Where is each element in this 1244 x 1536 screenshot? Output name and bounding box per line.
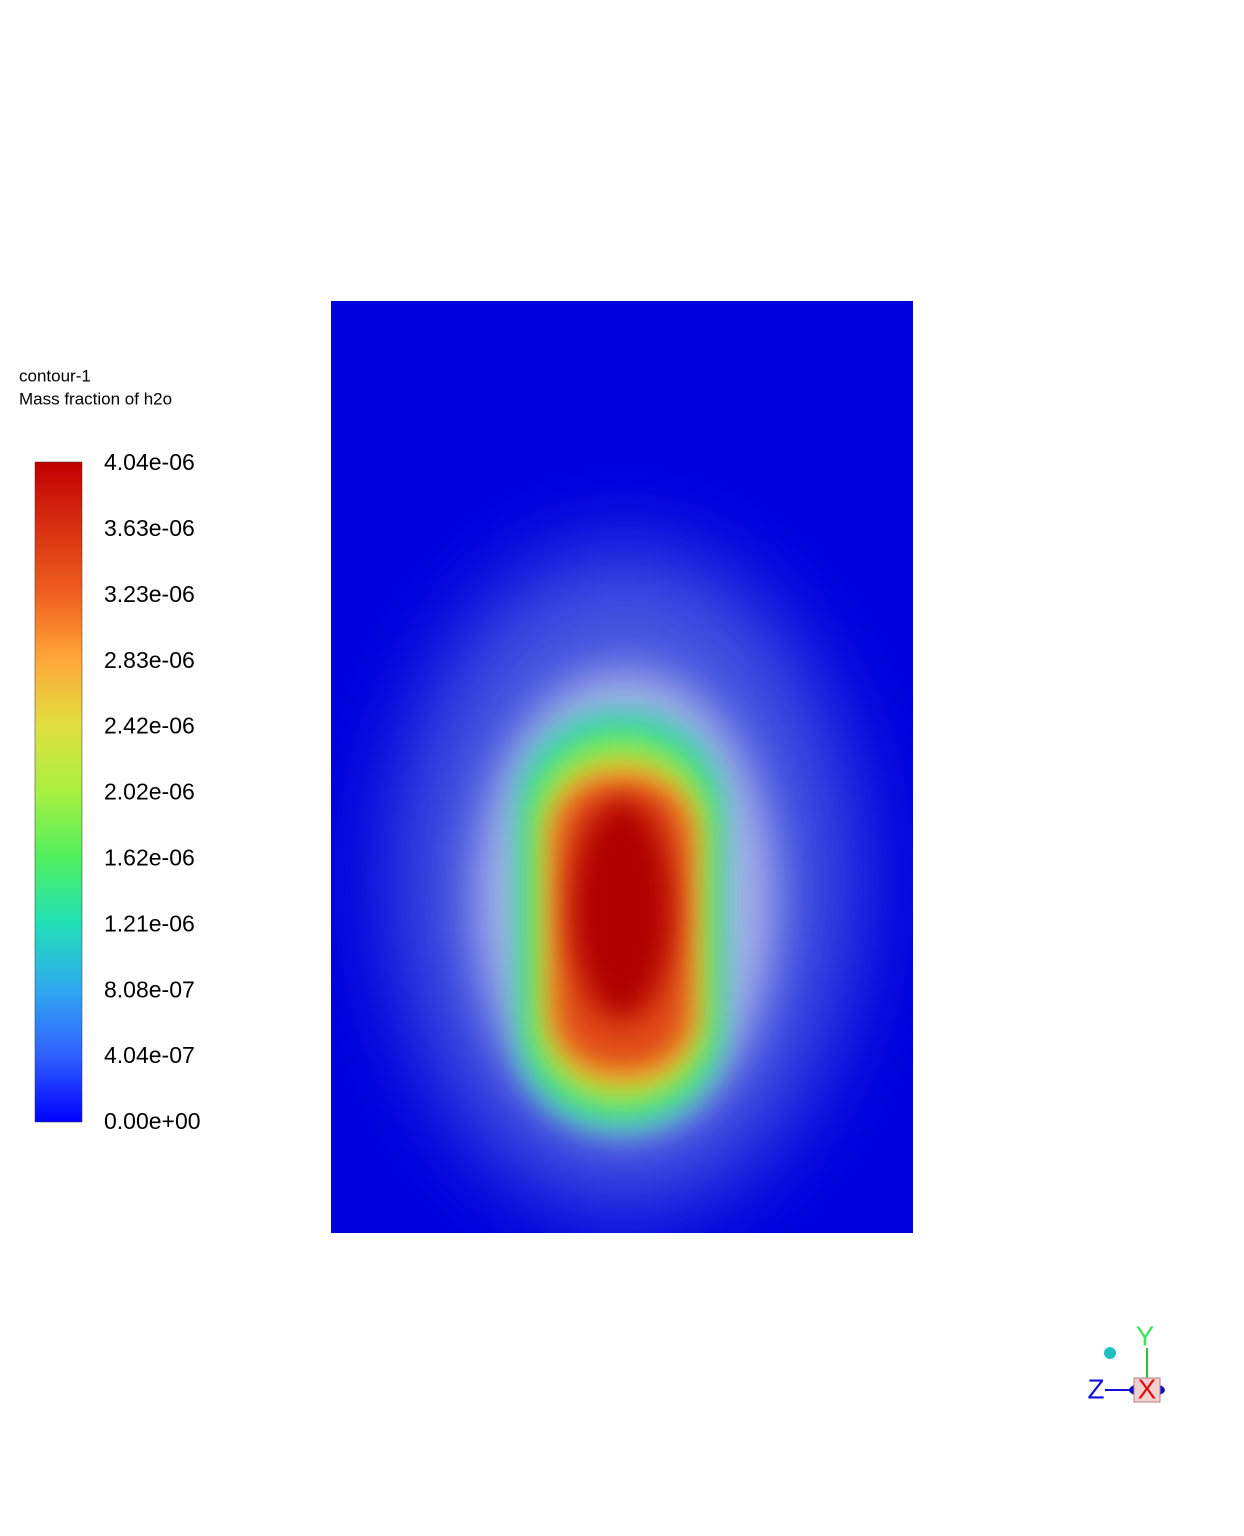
colorbar-tick-label: 2.02e-06 <box>104 779 195 805</box>
colorbar-tick-label: 1.21e-06 <box>104 910 195 936</box>
triad-dot <box>1104 1347 1116 1359</box>
colorbar-ticks: 4.04e-06 3.63e-06 3.23e-06 2.83e-06 2.42e-06… <box>104 449 201 1134</box>
legend-subtitle: Mass fraction of h2o <box>19 389 172 408</box>
colorbar-tick-label: 4.04e-06 <box>104 449 195 475</box>
colorbar-tick-label: 3.63e-06 <box>104 515 195 541</box>
colorbar-tick-label: 3.23e-06 <box>104 581 195 607</box>
triad-box <box>1133 1377 1161 1403</box>
axis-triad: Y Z X <box>1087 1320 1165 1404</box>
colorbar-tick-label: 1.62e-06 <box>104 844 195 870</box>
colorbar-tick-label: 0.00e+00 <box>104 1108 201 1134</box>
triad-z-label: Z <box>1087 1373 1104 1404</box>
colorbar-tick-label: 2.42e-06 <box>104 713 195 739</box>
legend-title: contour-1 <box>19 366 91 385</box>
colorbar <box>34 461 83 1123</box>
triad-y-label: Y <box>1136 1320 1155 1351</box>
colorbar-tick-label: 4.04e-07 <box>104 1042 195 1068</box>
colorbar-tick-label: 2.83e-06 <box>104 647 195 673</box>
contour-field <box>331 301 913 1233</box>
triad-x-label: X <box>1138 1373 1157 1404</box>
colorbar-tick-label: 8.08e-07 <box>104 976 195 1002</box>
